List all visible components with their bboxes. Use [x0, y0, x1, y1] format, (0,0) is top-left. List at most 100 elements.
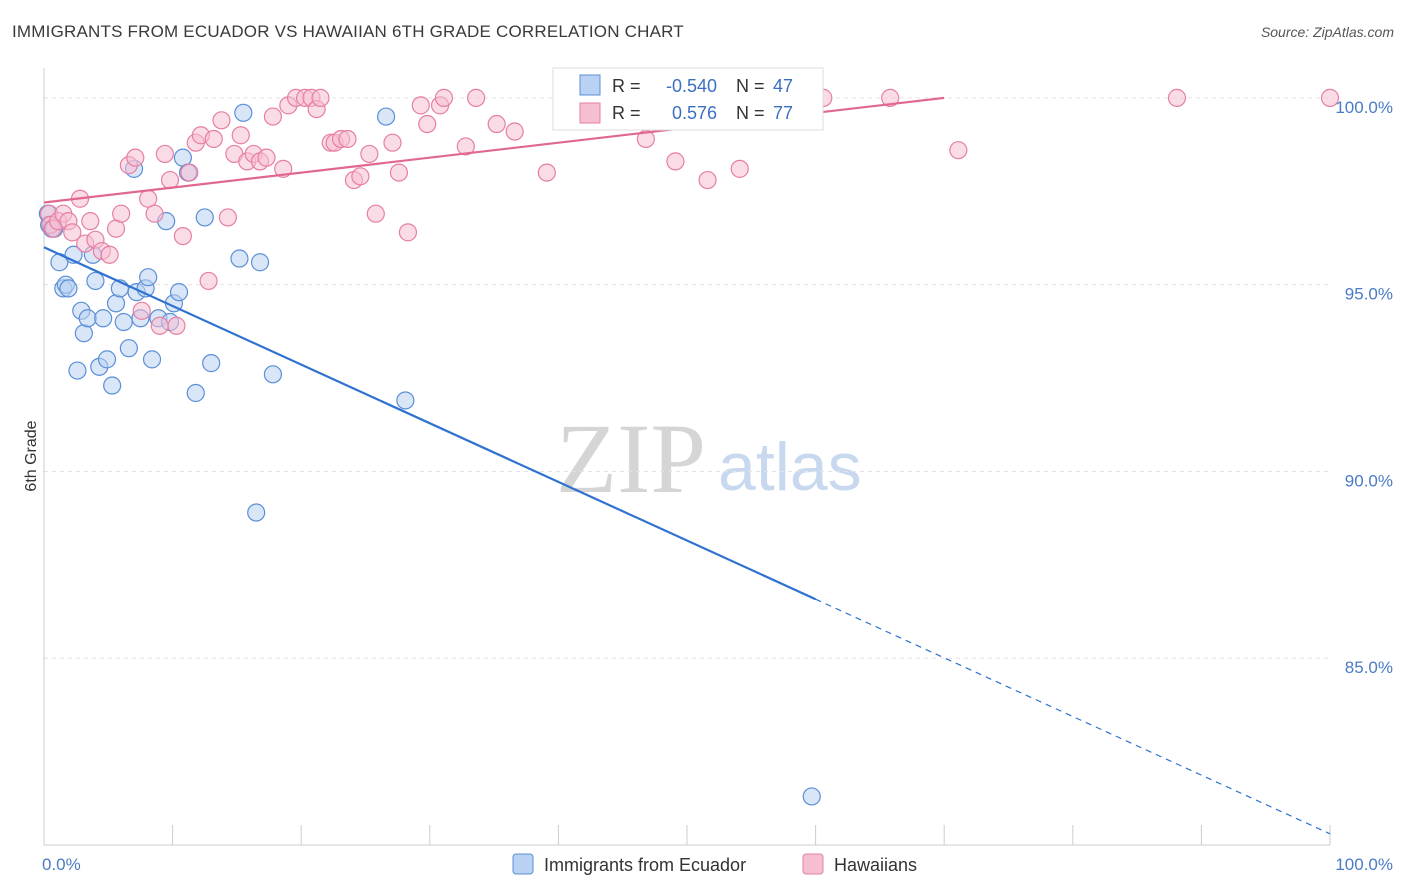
y-tick-label-1: 90.0% [1345, 471, 1393, 490]
ecuador-point-19 [106, 294, 126, 313]
ecuador-point-38 [202, 354, 221, 373]
hawaiians-point-23 [167, 316, 186, 335]
hawaiians-point-6 [63, 223, 82, 242]
stats-r-label-1: R = [612, 76, 641, 96]
y-tick-labels: 85.0% 90.0% 95.0% 100.0% [1335, 98, 1393, 677]
hawaiians-point-58 [418, 114, 437, 134]
hawaiians-point-70 [698, 170, 717, 190]
hawaiians-point-61 [456, 137, 475, 156]
ecuador-point-44 [376, 107, 396, 126]
hawaiians-point-71 [730, 159, 749, 178]
legend-swatch-hawaiians [802, 853, 824, 875]
hawaiians-point-14 [112, 204, 131, 223]
hawaiians-point-38 [263, 107, 283, 126]
y-axis-label: 6th Grade [23, 420, 40, 491]
gridlines [44, 97, 1330, 659]
hawaiians-point-62 [466, 88, 486, 107]
hawaiians-point-52 [360, 144, 379, 164]
bottom-legend: Immigrants from Ecuador Hawaiians [512, 853, 917, 875]
hawaiians-point-24 [173, 227, 192, 246]
source-label: Source: ZipAtlas.com [1260, 24, 1394, 40]
hawaiians-point-64 [505, 122, 524, 141]
chart-title: IMMIGRANTS FROM ECUADOR VS HAWAIIAN 6TH … [12, 22, 684, 41]
legend-label-hawaiians: Hawaiians [834, 855, 917, 875]
stats-r-value-2: 0.576 [672, 103, 717, 123]
series-immigrants-from-ecuador [38, 103, 821, 806]
ecuador-point-37 [195, 208, 214, 227]
ecuador-point-7 [59, 279, 78, 298]
hawaiians-point-9 [81, 212, 100, 231]
hawaiians-point-63 [487, 114, 506, 134]
series-hawaiians [40, 88, 1340, 335]
x-tick-label-0: 0.0% [42, 855, 81, 874]
hawaiians-point-16 [126, 148, 145, 167]
trend-line-dashed-0 [815, 598, 1331, 835]
ecuador-point-21 [114, 312, 133, 332]
stats-r-value-1: -0.540 [666, 76, 717, 96]
hawaiians-point-17 [132, 301, 151, 320]
ecuador-point-18 [103, 376, 122, 395]
hawaiians-point-74 [949, 141, 968, 160]
ecuador-point-11 [74, 324, 93, 343]
ecuador-point-17 [97, 350, 117, 369]
ecuador-point-43 [263, 365, 283, 384]
ecuador-point-27 [139, 268, 158, 287]
stats-r-label-2: R = [612, 103, 641, 123]
x-ticks: 0.0% 100.0% [42, 825, 1393, 874]
stats-swatch-blue [579, 74, 601, 96]
ecuador-point-33 [169, 283, 189, 302]
ecuador-point-41 [247, 503, 266, 522]
hawaiians-point-69 [666, 152, 685, 171]
stats-n-label-1: N = [736, 76, 765, 96]
stats-swatch-pink [579, 102, 601, 124]
stats-n-label-2: N = [736, 103, 765, 123]
hawaiians-point-65 [537, 163, 556, 182]
hawaiians-point-55 [389, 163, 409, 182]
y-tick-label-3: 100.0% [1335, 98, 1393, 117]
ecuador-point-46 [802, 787, 821, 806]
trend-line-solid-0 [43, 246, 817, 601]
ecuador-point-39 [230, 249, 249, 268]
hawaiians-point-12 [100, 245, 119, 264]
ecuador-point-36 [186, 383, 205, 403]
hawaiians-point-19 [145, 204, 164, 223]
ecuador-point-16 [94, 309, 113, 328]
ecuador-point-42 [250, 253, 270, 272]
hawaiians-point-51 [351, 167, 370, 186]
hawaiians-point-57 [411, 96, 430, 115]
hawaiians-point-56 [398, 223, 418, 242]
hawaiians-point-53 [366, 204, 385, 223]
hawaiians-point-37 [257, 148, 276, 167]
hawaiians-point-21 [155, 144, 174, 164]
ecuador-point-22 [119, 339, 138, 358]
hawaiians-point-33 [231, 126, 250, 145]
hawaiians-point-31 [218, 208, 237, 227]
y-tick-label-2: 95.0% [1345, 285, 1393, 304]
hawaiians-point-25 [180, 163, 199, 182]
hawaiians-point-76 [1320, 88, 1340, 107]
hawaiians-point-28 [199, 271, 218, 291]
hawaiians-point-30 [212, 111, 231, 130]
hawaiians-point-60 [434, 88, 454, 107]
ecuador-point-12 [78, 309, 97, 328]
ecuador-point-28 [142, 350, 162, 369]
hawaiians-point-29 [204, 129, 223, 149]
ecuador-point-40 [234, 103, 253, 122]
watermark-atlas: atlas [718, 429, 862, 505]
stats-n-value-1: 47 [773, 76, 793, 96]
y-tick-label-0: 85.0% [1345, 658, 1393, 677]
hawaiians-point-54 [383, 133, 402, 152]
ecuador-point-14 [86, 271, 105, 291]
stats-n-value-2: 77 [773, 103, 793, 123]
hawaiians-point-22 [160, 170, 180, 190]
hawaiians-point-20 [150, 316, 169, 335]
legend-swatch-ecuador [512, 853, 534, 875]
stats-legend-box: R = -0.540 N = 47 R = 0.576 N = 77 [552, 67, 824, 131]
hawaiians-point-73 [881, 88, 900, 107]
hawaiians-point-49 [338, 129, 357, 149]
hawaiians-point-75 [1167, 88, 1187, 107]
legend-label-ecuador: Immigrants from Ecuador [544, 855, 746, 875]
ecuador-point-9 [68, 361, 87, 380]
ecuador-point-45 [396, 391, 415, 410]
